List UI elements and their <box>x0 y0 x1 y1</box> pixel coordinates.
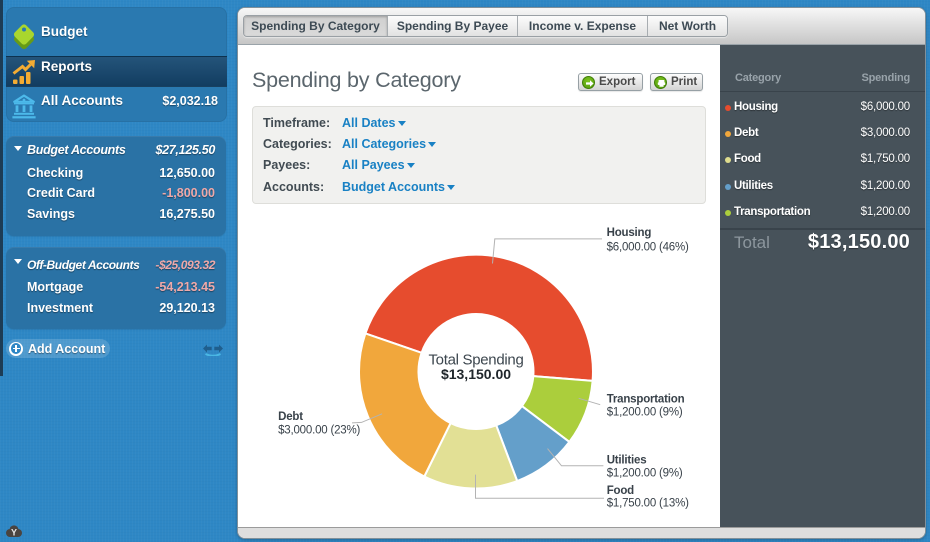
svg-text:Debt: Debt <box>278 411 303 423</box>
svg-text:Total Spending: Total Spending <box>428 352 523 369</box>
svg-text:Utilities: Utilities <box>607 455 647 467</box>
svg-text:Food: Food <box>607 485 634 497</box>
svg-text:$1,200.00 (9%): $1,200.00 (9%) <box>607 468 683 480</box>
svg-text:Transportation: Transportation <box>607 394 685 406</box>
svg-text:$1,200.00 (9%): $1,200.00 (9%) <box>607 407 683 419</box>
svg-text:$13,150.00: $13,150.00 <box>441 366 511 382</box>
svg-text:Y: Y <box>11 528 17 538</box>
svg-text:Housing: Housing <box>607 227 652 239</box>
svg-text:$3,000.00 (23%): $3,000.00 (23%) <box>278 425 360 437</box>
svg-text:$1,750.00 (13%): $1,750.00 (13%) <box>607 498 689 510</box>
svg-text:$6,000.00 (46%): $6,000.00 (46%) <box>607 242 689 254</box>
